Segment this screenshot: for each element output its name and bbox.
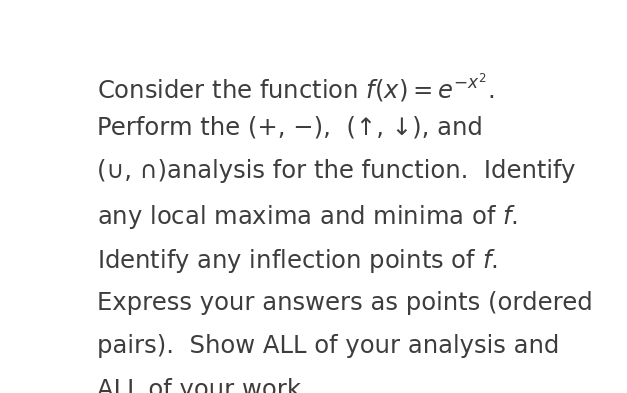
Text: Perform the (+, −),  (↑, ↓), and: Perform the (+, −), (↑, ↓), and	[97, 115, 483, 139]
Text: ALL of your work.: ALL of your work.	[97, 378, 308, 393]
Text: (∪, ∩)analysis for the function.  Identify: (∪, ∩)analysis for the function. Identif…	[97, 159, 576, 183]
Text: pairs).  Show ALL of your analysis and: pairs). Show ALL of your analysis and	[97, 334, 559, 358]
Text: Consider the function $f(x) = e^{-x^2}$.: Consider the function $f(x) = e^{-x^2}$.	[97, 72, 494, 104]
Text: Express your answers as points (ordered: Express your answers as points (ordered	[97, 291, 593, 315]
Text: any local maxima and minima of $f$.: any local maxima and minima of $f$.	[97, 203, 518, 231]
Text: Identify any inflection points of $f$.: Identify any inflection points of $f$.	[97, 247, 498, 275]
